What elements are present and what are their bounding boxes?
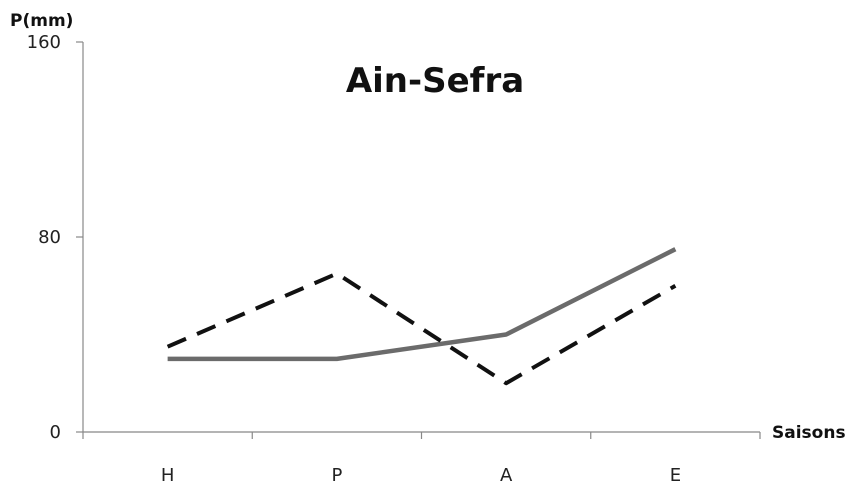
y-tick-label: 0 (50, 422, 61, 443)
series-line-solid (167, 247, 677, 362)
y-axis-title: P(mm) (10, 11, 73, 31)
series-line-dashed (166, 271, 677, 386)
x-axis-title: Saisons (772, 423, 846, 443)
x-tick-label: P (331, 465, 342, 486)
x-tick-label: E (670, 465, 681, 486)
x-tick-label: H (161, 465, 175, 486)
y-tick-label: 80 (38, 227, 61, 248)
y-tick-label: 160 (27, 32, 61, 53)
x-tick-label: A (500, 465, 513, 486)
series-layer (166, 247, 677, 386)
ticks: 0 80 160 H P A E (27, 32, 761, 486)
chart-title: Ain-Sefra (346, 61, 524, 101)
